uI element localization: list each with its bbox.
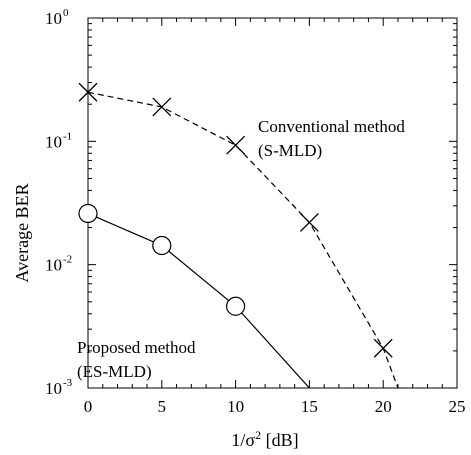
- major-ticks: [87, 17, 458, 389]
- proposed-series: [78, 203, 310, 388]
- proposed-point: [152, 235, 172, 256]
- conventional-point-stroke: [152, 97, 172, 117]
- y-tick-label-exponent: 0: [63, 7, 69, 19]
- y-tick-label-exponent: -2: [63, 254, 72, 266]
- conventional-line: [88, 91, 399, 388]
- plot-frame: [87, 17, 458, 389]
- conventional-point: [152, 97, 172, 117]
- y-tick-label-exponent: -1: [63, 130, 72, 142]
- conventional-point: [373, 338, 393, 358]
- conventional-label-line1: Conventional method: [258, 117, 405, 136]
- conventional-point-stroke: [299, 212, 319, 232]
- minor-ticks: [88, 18, 457, 388]
- x-tick-label: 10: [227, 397, 244, 416]
- x-tick-label: 5: [158, 397, 167, 416]
- y-tick-label: 10: [45, 132, 62, 151]
- x-tick-label: 20: [375, 397, 392, 416]
- conventional-point: [299, 212, 319, 232]
- y-tick-label-base: 10: [45, 256, 62, 275]
- proposed-label-line2: (ES-MLD): [77, 362, 152, 381]
- conventional-point-stroke: [226, 135, 246, 155]
- conventional-point-stroke: [78, 82, 98, 102]
- plot-border: [87, 17, 458, 389]
- conventional-point: [78, 82, 98, 102]
- x-axis-label-base: 1/σ: [231, 430, 255, 450]
- x-tick-label: 15: [301, 397, 318, 416]
- x-axis-label-sup: 2: [255, 428, 261, 442]
- y-tick-label: 10: [45, 379, 62, 398]
- y-tick-label-base: 10: [45, 132, 62, 151]
- x-axis-label-unit: [dB]: [261, 430, 299, 450]
- x-tick-label: 0: [84, 397, 93, 416]
- proposed-point: [226, 296, 246, 316]
- y-tick-label-base: 10: [45, 9, 62, 28]
- y-tick-label: 10: [45, 9, 62, 28]
- series-layer: [78, 82, 399, 388]
- y-tick-label-exponent: -3: [63, 377, 73, 389]
- y-tick-label-base: 10: [45, 379, 62, 398]
- conventional-point-stroke: [373, 338, 393, 358]
- y-tick-label: 10: [45, 256, 62, 275]
- conventional-series: [78, 82, 399, 388]
- x-tick-label: 25: [449, 397, 466, 416]
- conventional-point: [226, 135, 246, 155]
- x-axis-label: 1/σ2 [dB]: [231, 428, 298, 450]
- proposed-line: [88, 212, 310, 388]
- y-axis-label: Average BER: [12, 183, 32, 282]
- proposed-point: [78, 203, 98, 224]
- proposed-label-line1: Proposed method: [77, 338, 196, 357]
- conventional-label-line2: (S-MLD): [258, 141, 322, 160]
- x-tick-labels: 0 5 10 15 20 25: [84, 397, 466, 416]
